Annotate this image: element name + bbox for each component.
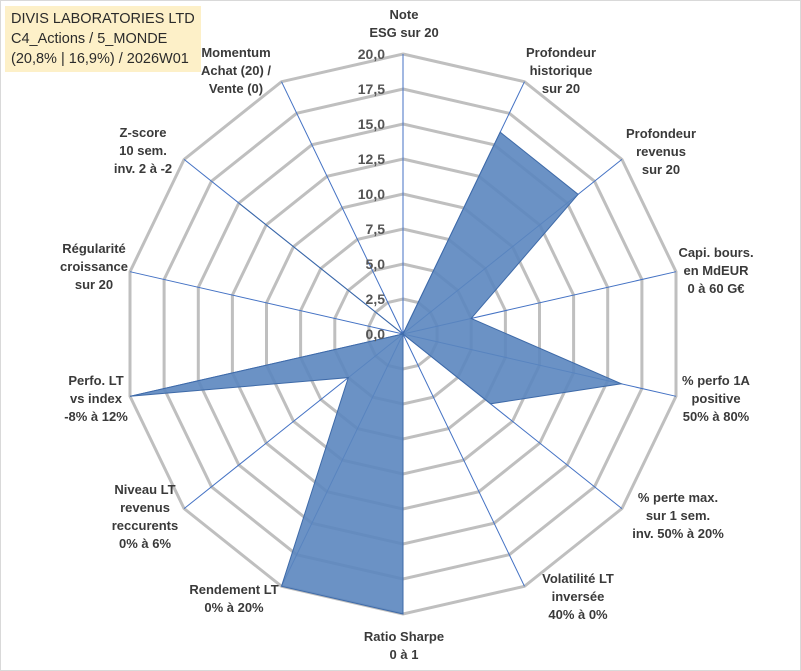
axis-label-9-line-2: reccurents (112, 518, 178, 533)
axis-label-8-line-1: 0% à 20% (204, 600, 264, 615)
axis-label-4-line-1: positive (691, 391, 740, 406)
axis-label-13-line-1: Achat (20) / (201, 63, 271, 78)
axis-label-13-line-0: Momentum (201, 45, 270, 60)
tick-label: 15,0 (358, 116, 385, 132)
series-area-0 (129, 131, 624, 615)
spoke-6 (402, 333, 525, 587)
axis-labels: Note ESG sur 20 Profondeur historique sur 20… (60, 7, 754, 662)
axis-label-2-line-0: Profondeur (626, 126, 696, 141)
portfolio-name: C4_Actions / 5_MONDE (11, 31, 168, 47)
axis-label-11-line-0: Régularité (62, 241, 126, 256)
tick-label: 7,5 (366, 221, 386, 237)
axis-label-8-line-0: Rendement LT (189, 582, 278, 597)
axis-label-1-line-0: Profondeur (526, 45, 596, 60)
tick-label: 12,5 (358, 151, 385, 167)
axis-label-10-line-1: vs index (70, 391, 123, 406)
axis-label-3-line-0: Capi. bours. (678, 245, 753, 260)
spoke-11 (129, 271, 404, 335)
axis-label-6-line-2: 40% à 0% (548, 607, 608, 622)
axis-label-0-line-0: Note (390, 7, 419, 22)
axis-label-12-line-0: Z-score (120, 125, 167, 140)
axis-label-7-line-0: Ratio Sharpe (364, 629, 444, 644)
axis-label-4-line-0: % perfo 1A (682, 373, 751, 388)
axis-label-3-line-2: 0 à 60 G€ (687, 281, 744, 296)
radial-tick-labels: 0,0 2,5 5,0 7,5 10,0 12,5 15,0 17,5 20,0 (358, 46, 385, 342)
axis-label-2-line-2: sur 20 (642, 162, 680, 177)
axis-label-12-line-1: 10 sem. (119, 143, 167, 158)
axis-label-5-line-0: % perte max. (638, 490, 718, 505)
axis-label-6-line-0: Volatilité LT (542, 571, 614, 586)
axis-label-1-line-1: historique (530, 63, 593, 78)
tick-label: 20,0 (358, 46, 385, 62)
axis-label-9-line-0: Niveau LT (114, 482, 175, 497)
data-series (129, 131, 624, 615)
axis-label-5-line-1: sur 1 sem. (646, 508, 710, 523)
axis-label-10-line-2: -8% à 12% (64, 409, 128, 424)
axis-label-11-line-1: croissance (60, 259, 128, 274)
company-name: DIVIS LABORATORIES LTD (11, 11, 195, 27)
chart-header: DIVIS LABORATORIES LTD C4_Actions / 5_MO… (5, 6, 201, 72)
axis-label-9-line-3: 0% à 6% (119, 536, 171, 551)
tick-label: 5,0 (366, 256, 386, 272)
tick-label: 10,0 (358, 186, 385, 202)
axis-label-0-line-1: ESG sur 20 (369, 25, 438, 40)
axis-label-12-line-2: inv. 2 à -2 (114, 161, 172, 176)
tick-label: 0,0 (366, 326, 386, 342)
axis-label-10-line-0: Perfo. LT (68, 373, 123, 388)
performance-week: (20,8% | 16,9%) / 2026W01 (11, 51, 189, 67)
axis-label-13-line-2: Vente (0) (209, 81, 263, 96)
axis-label-1-line-2: sur 20 (542, 81, 580, 96)
axis-label-11-line-2: sur 20 (75, 277, 113, 292)
axis-label-9-line-1: revenus (120, 500, 170, 515)
axis-label-3-line-1: en MdEUR (684, 263, 750, 278)
axis-label-2-line-1: revenus (636, 144, 686, 159)
axis-label-6-line-1: inversée (552, 589, 605, 604)
spoke-13 (281, 81, 404, 335)
axis-label-7-line-1: 0 à 1 (390, 647, 419, 662)
axis-label-4-line-2: 50% à 80% (683, 409, 750, 424)
axis-label-5-line-2: inv. 50% à 20% (632, 526, 724, 541)
tick-label: 17,5 (358, 81, 385, 97)
tick-label: 2,5 (366, 291, 386, 307)
